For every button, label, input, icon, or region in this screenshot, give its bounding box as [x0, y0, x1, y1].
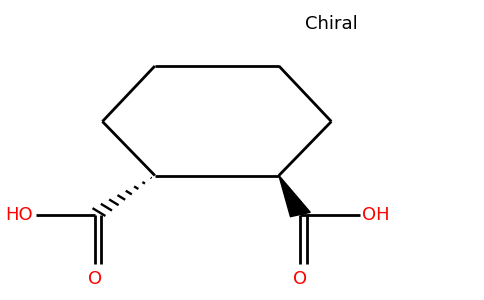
Text: O: O [293, 270, 307, 288]
Text: OH: OH [363, 206, 390, 224]
Text: HO: HO [6, 206, 33, 224]
Polygon shape [279, 176, 310, 217]
Text: Chiral: Chiral [305, 15, 358, 33]
Text: O: O [88, 270, 102, 288]
